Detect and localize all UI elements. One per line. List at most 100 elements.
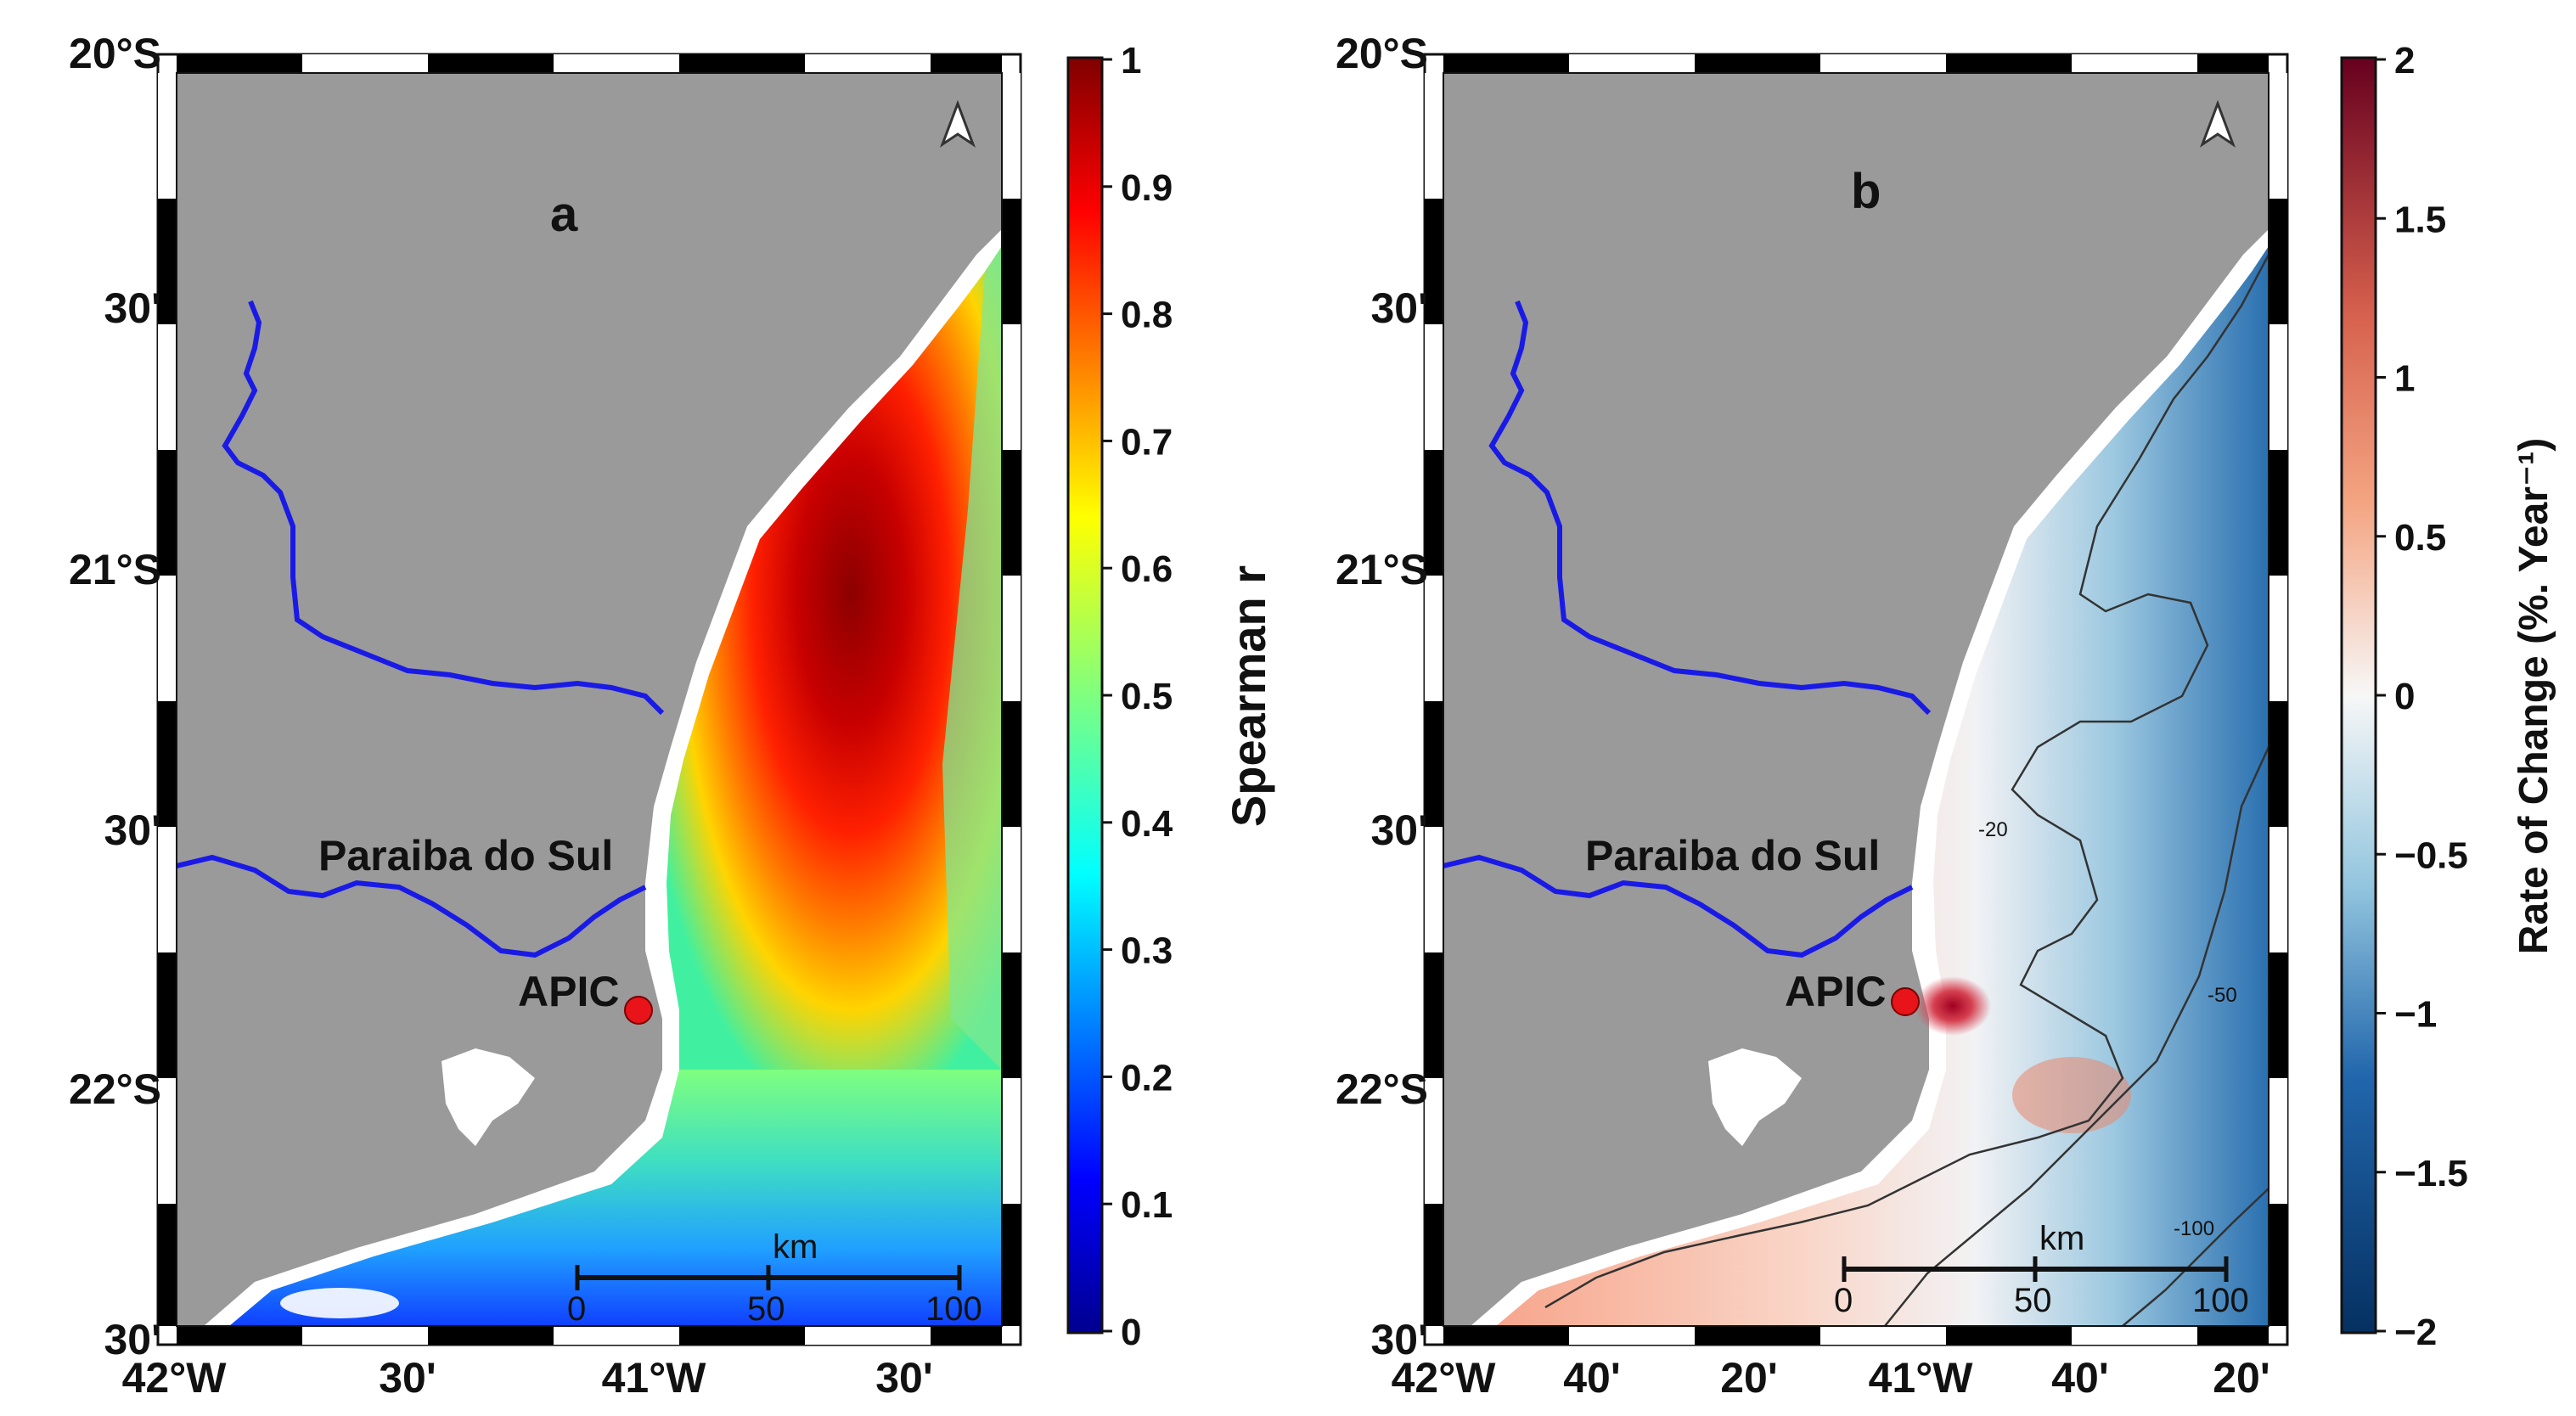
- frame-segment: [2269, 1204, 2287, 1326]
- frame-segment: [1443, 1326, 1569, 1345]
- colorbar-tick-label: 0: [1121, 1312, 1141, 1353]
- frame-segment: [1002, 952, 1021, 1078]
- panel-b-scale-tick: 0: [1834, 1282, 1853, 1319]
- frame-segment: [1002, 1204, 1021, 1326]
- frame-segment: [177, 1326, 302, 1345]
- panel-a-scale-tick: 100: [925, 1290, 982, 1328]
- lat-label: 30': [104, 806, 161, 854]
- colorbar-tick-label: 1.5: [2394, 199, 2446, 240]
- frame-segment: [554, 54, 679, 73]
- panel-a-ocean-south: [229, 1070, 1002, 1326]
- lon-label: 42°W: [1392, 1354, 1497, 1402]
- colorbar-tick-label: 1: [2394, 358, 2415, 400]
- frame-segment: [302, 1326, 428, 1345]
- frame-segment: [158, 1078, 177, 1204]
- frame-segment: [2269, 199, 2287, 324]
- panel-b-lon-labels: 42°W 40' 20' 41°W 40' 20': [1392, 1354, 2270, 1402]
- frame-segment: [158, 324, 177, 450]
- frame-segment: [931, 1326, 1002, 1345]
- lon-label: 40': [2051, 1354, 2109, 1402]
- panel-b-colorbar-label: Rate of Change (%. Year⁻¹): [2511, 438, 2556, 955]
- panel-b-contour-label: -50: [2208, 984, 2237, 1007]
- frame-segment: [158, 576, 177, 701]
- frame-segment: [1425, 576, 1443, 701]
- panel-b-lat-labels: 20°S 30' 21°S 30' 22°S 30': [1336, 30, 1428, 1363]
- colorbar-tick-label: 2: [2394, 40, 2415, 81]
- frame-segment: [158, 952, 177, 1078]
- frame-segment: [302, 54, 428, 73]
- frame-segment: [679, 54, 805, 73]
- frame-segment: [158, 450, 177, 576]
- panel-a-letter: a: [550, 187, 578, 242]
- frame-segment: [2269, 73, 2287, 199]
- frame-segment: [2269, 450, 2287, 576]
- lon-label: 40': [1563, 1354, 1621, 1402]
- colorbar-tick-label: −2: [2394, 1312, 2437, 1353]
- frame-segment: [1820, 54, 1946, 73]
- panel-a-scale-unit: km: [773, 1228, 818, 1266]
- panel-b-river-label: Paraiba do Sul: [1585, 832, 1880, 879]
- frame-segment: [1569, 1326, 1695, 1345]
- colorbar-tick-label: 0: [2394, 676, 2415, 717]
- colorbar-tick-label: −0.5: [2394, 834, 2468, 876]
- colorbar-tick-label: 1: [1121, 40, 1141, 81]
- panel-b-river-north: [1488, 300, 1932, 716]
- lat-label: 30': [1370, 284, 1428, 332]
- frame-segment: [679, 1326, 805, 1345]
- lon-label: 20': [2213, 1354, 2270, 1402]
- lat-label: 21°S: [1336, 546, 1428, 593]
- panel-b-scale-tick: 50: [2014, 1282, 2052, 1319]
- panel-b-contour-label: -100: [2174, 1217, 2214, 1240]
- colorbar-tick-label: 0.1: [1121, 1184, 1173, 1226]
- frame-segment: [177, 54, 302, 73]
- frame-segment: [1425, 701, 1443, 827]
- colorbar-tick-label: 0.2: [1121, 1057, 1173, 1099]
- panel-a-ocean-east: [942, 246, 1002, 1070]
- lon-label: 41°W: [1869, 1354, 1974, 1402]
- frame-segment: [1425, 324, 1443, 450]
- colorbar-tick-label: −1: [2394, 994, 2437, 1036]
- panel-b-station-marker: [1891, 987, 1920, 1016]
- frame-segment: [2269, 701, 2287, 827]
- frame-segment: [158, 199, 177, 324]
- frame-segment: [1946, 54, 2072, 73]
- frame-segment: [1695, 54, 1820, 73]
- panel-b-contour-label: -20: [1978, 818, 2008, 841]
- frame-segment: [428, 1326, 554, 1345]
- frame-segment: [158, 73, 177, 199]
- frame-segment: [1002, 450, 1021, 576]
- panel-b-north-arrow-icon: [2199, 99, 2236, 148]
- colorbar-tick-label: 0.5: [2394, 517, 2446, 559]
- colorbar-tick-label: 0.8: [1121, 295, 1173, 336]
- frame-segment: [1569, 54, 1695, 73]
- panel-a-lat-labels: 20°S 30' 21°S 30' 22°S 30': [69, 30, 161, 1363]
- frame-segment: [805, 1326, 931, 1345]
- panel-b-frame: [1423, 53, 2289, 1346]
- frame-segment: [2072, 54, 2197, 73]
- frame-segment: [1695, 1326, 1820, 1345]
- panel-b-colorbar: 2 1.5 1 0.5 0 −0.5 −1 −1.5 −2 Rate of Change (%.…: [2340, 40, 2556, 1353]
- colorbar-tick-label: 0.6: [1121, 548, 1173, 590]
- lon-label: 20': [1720, 1354, 1778, 1402]
- lon-label: 30': [875, 1354, 933, 1402]
- frame-segment: [1002, 827, 1021, 952]
- panel-a-lon-labels: 42°W 30' 41°W 30': [122, 1354, 933, 1402]
- lon-label: 42°W: [122, 1354, 228, 1402]
- lat-label: 30': [104, 284, 161, 332]
- frame-segment: [2072, 1326, 2197, 1345]
- frame-segment: [158, 701, 177, 827]
- panel-a-station-label: APIC: [518, 968, 619, 1015]
- panel-a-river-label: Paraiba do Sul: [318, 832, 613, 879]
- panel-b-hotspot: [1915, 976, 1991, 1036]
- frame-segment: [158, 827, 177, 952]
- panel-b-station-label: APIC: [1785, 968, 1886, 1015]
- lat-label: 22°S: [69, 1065, 161, 1113]
- frame-segment: [1425, 827, 1443, 952]
- panel-a-river-north: [222, 300, 665, 716]
- panel-b-scale-unit: km: [2039, 1220, 2084, 1257]
- frame-segment: [1002, 199, 1021, 324]
- frame-segment: [2269, 827, 2287, 952]
- frame-segment: [1820, 1326, 1946, 1345]
- lat-label: 30': [1370, 1316, 1428, 1363]
